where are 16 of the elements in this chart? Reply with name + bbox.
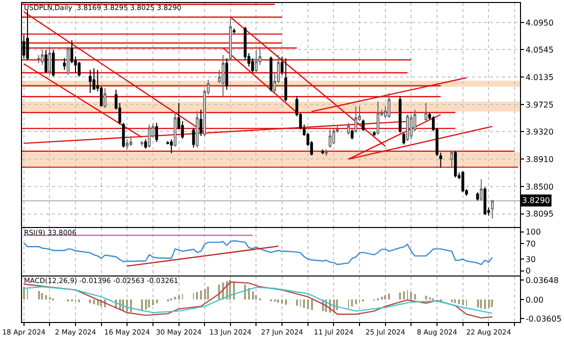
- y-tick-label: 30: [526, 254, 536, 264]
- y-tick-label: 3.8910: [526, 154, 554, 164]
- y-tick-label: 3.8500: [526, 182, 554, 192]
- y-tick-label: -0.03605: [526, 314, 562, 324]
- y-tick-label: 70: [526, 239, 536, 248]
- y-tick-label: 0.03648: [526, 276, 559, 285]
- y-tick-label: 4.0950: [526, 18, 554, 28]
- y-tick-label: 3.9725: [526, 100, 554, 110]
- y-tick-label: 4.0135: [526, 72, 554, 82]
- y-tick-label: 4.0545: [526, 45, 554, 54]
- y-tick-label: 3.9320: [526, 128, 554, 137]
- y-tick-label: 3.8095: [526, 210, 554, 219]
- y-tick-label: 0: [526, 266, 531, 276]
- y-tick-label: 0.00: [526, 295, 544, 304]
- y-tick-label: 100: [526, 228, 541, 237]
- ref-line-label: 3.8290: [522, 196, 550, 205]
